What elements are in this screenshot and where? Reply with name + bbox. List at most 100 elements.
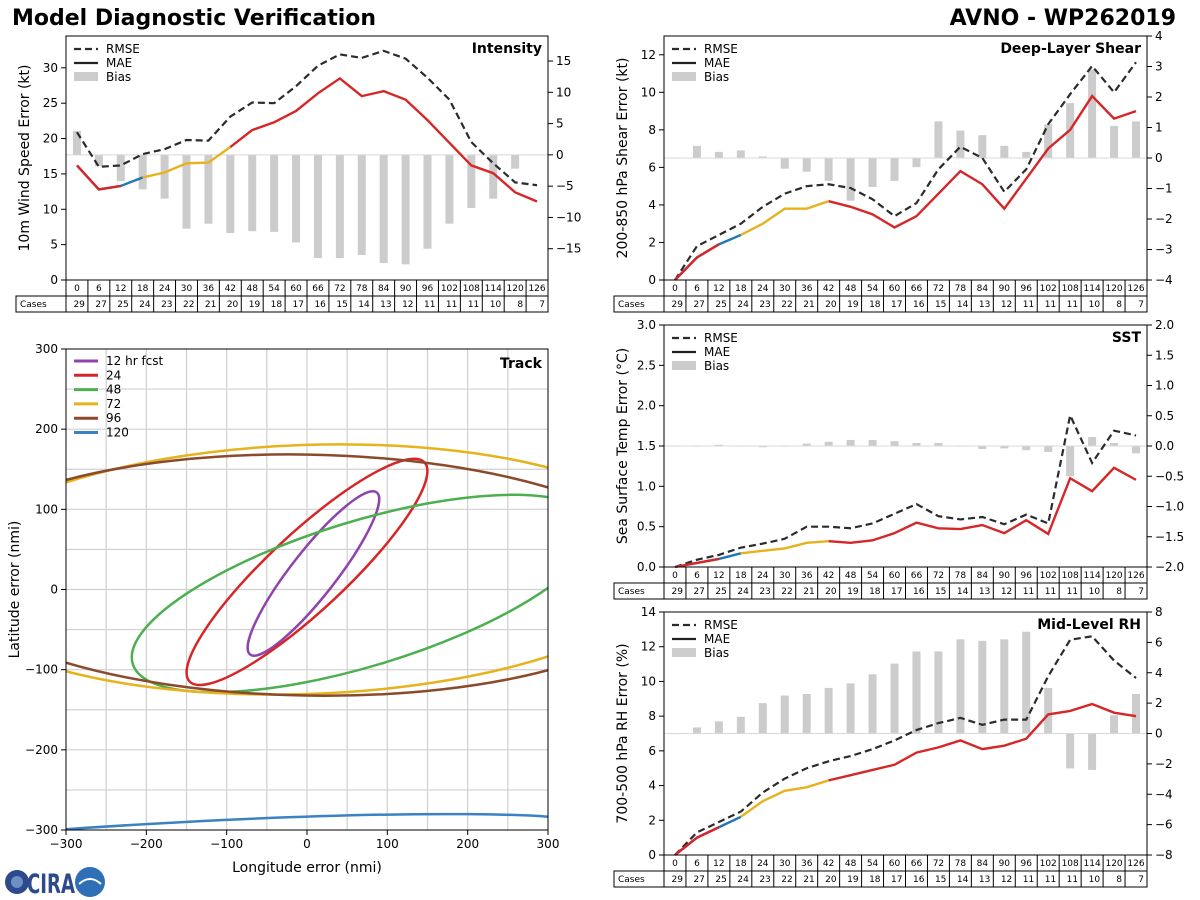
- bias-bar: [270, 154, 279, 232]
- hour-label: 66: [911, 859, 923, 869]
- bias-bar: [868, 439, 877, 446]
- hour-label: 120: [1105, 859, 1122, 869]
- hour-label: 90: [400, 284, 412, 294]
- bias-bar: [912, 442, 921, 446]
- cases-label: Cases: [618, 875, 645, 885]
- mae-line-long: [229, 76, 538, 203]
- case-count: 8: [1116, 587, 1122, 597]
- y-tick-label: 4: [648, 779, 656, 793]
- hour-label: 18: [735, 284, 747, 294]
- hour-label: 108: [1062, 571, 1079, 581]
- hour-label: 6: [694, 859, 700, 869]
- hour-label: 72: [334, 284, 345, 294]
- y2-tick-label: −3: [1155, 243, 1173, 257]
- cases-row: [613, 582, 1148, 600]
- case-count: 24: [737, 300, 749, 310]
- bias-bar: [1000, 446, 1009, 449]
- y-tick-label: 0: [648, 848, 656, 862]
- hour-label: 0: [672, 571, 678, 581]
- y2-tick-label: 3: [1155, 60, 1163, 74]
- hour-label: 78: [955, 571, 967, 581]
- case-count: 15: [935, 300, 946, 310]
- case-count: 21: [803, 875, 814, 885]
- y-tick-label: 200: [35, 422, 58, 436]
- case-count: 11: [1045, 300, 1056, 310]
- case-count: 17: [891, 875, 902, 885]
- hour-label: 78: [955, 284, 967, 294]
- y-tick-label: 10: [641, 674, 656, 688]
- bias-bar: [714, 151, 723, 158]
- bias-bar: [489, 154, 498, 199]
- hour-label: 108: [463, 284, 480, 294]
- y2-tick-label: 2: [1155, 696, 1163, 710]
- panel-title: Deep-Layer Shear: [1000, 41, 1141, 57]
- y-tick-label: 1.0: [637, 479, 656, 493]
- y-tick-label: 12: [641, 640, 656, 654]
- case-count: 20: [227, 300, 239, 310]
- hour-label: 0: [74, 284, 80, 294]
- case-count: 13: [979, 587, 990, 597]
- hour-label: 6: [694, 284, 700, 294]
- hour-label: 72: [933, 859, 944, 869]
- case-count: 19: [847, 875, 859, 885]
- bias-bar: [758, 156, 767, 158]
- y2-tick-label: 2.0: [1155, 318, 1174, 332]
- bias-bar: [714, 444, 723, 446]
- bias-bar: [1110, 715, 1119, 734]
- bias-bar: [934, 121, 943, 158]
- bias-bar: [934, 442, 943, 446]
- legend-label: 24: [106, 368, 121, 382]
- hour-label: 12: [713, 571, 724, 581]
- hour-label: 30: [779, 859, 791, 869]
- legend-bias-label: Bias: [704, 70, 729, 84]
- case-count: 11: [1045, 875, 1056, 885]
- hour-label: 48: [845, 859, 857, 869]
- hour-label: 84: [977, 571, 989, 581]
- bias-bar: [357, 154, 366, 255]
- y2-tick-label: −4: [1155, 273, 1173, 287]
- bias-bar: [802, 694, 811, 734]
- case-count: 21: [205, 300, 216, 310]
- bias-bar: [890, 158, 899, 181]
- bias-bar: [1132, 694, 1141, 734]
- case-count: 7: [1138, 300, 1144, 310]
- bias-bar: [1066, 733, 1075, 769]
- model-storm-label: AVNO - WP262019: [949, 6, 1176, 31]
- bias-bar: [292, 154, 301, 243]
- legend-bias-label: Bias: [704, 359, 729, 373]
- y2-tick-label: 4: [1155, 666, 1163, 680]
- legend-rmse-label: RMSE: [106, 42, 140, 56]
- y-tick-label: 14: [641, 605, 656, 619]
- plot-frame: [65, 35, 549, 281]
- y2-tick-label: 8: [1155, 605, 1163, 619]
- bias-bar: [1044, 687, 1053, 734]
- x-tick-label: −300: [50, 837, 83, 851]
- hour-label: 36: [801, 859, 813, 869]
- cases-label: Cases: [618, 587, 645, 597]
- mae-line-short: [674, 233, 742, 281]
- y-tick-label: 10: [43, 202, 58, 216]
- hour-label: 54: [268, 284, 280, 294]
- case-count: 19: [847, 300, 859, 310]
- x-tick-label: 200: [456, 837, 479, 851]
- y-tick-label: 25: [43, 96, 58, 110]
- hour-label: 114: [1084, 571, 1101, 581]
- bias-bar: [94, 154, 103, 167]
- y-tick-label: 8: [648, 123, 656, 137]
- legend-label: 120: [106, 426, 129, 440]
- case-count: 11: [1045, 587, 1056, 597]
- case-count: 29: [73, 300, 85, 310]
- legend-rmse-label: RMSE: [704, 618, 738, 632]
- cases-row: [613, 870, 1148, 888]
- legend-mae-label: MAE: [704, 632, 730, 646]
- bias-bar: [313, 154, 322, 259]
- legend-label: 48: [106, 383, 121, 397]
- y-tick-label: 4: [648, 198, 656, 212]
- y2-tick-label: −8: [1155, 848, 1173, 862]
- bias-bar: [401, 154, 410, 265]
- y2-tick-label: −1.0: [1155, 500, 1184, 514]
- y2-tick-label: −1.5: [1155, 530, 1184, 544]
- x-tick-label: 100: [376, 837, 399, 851]
